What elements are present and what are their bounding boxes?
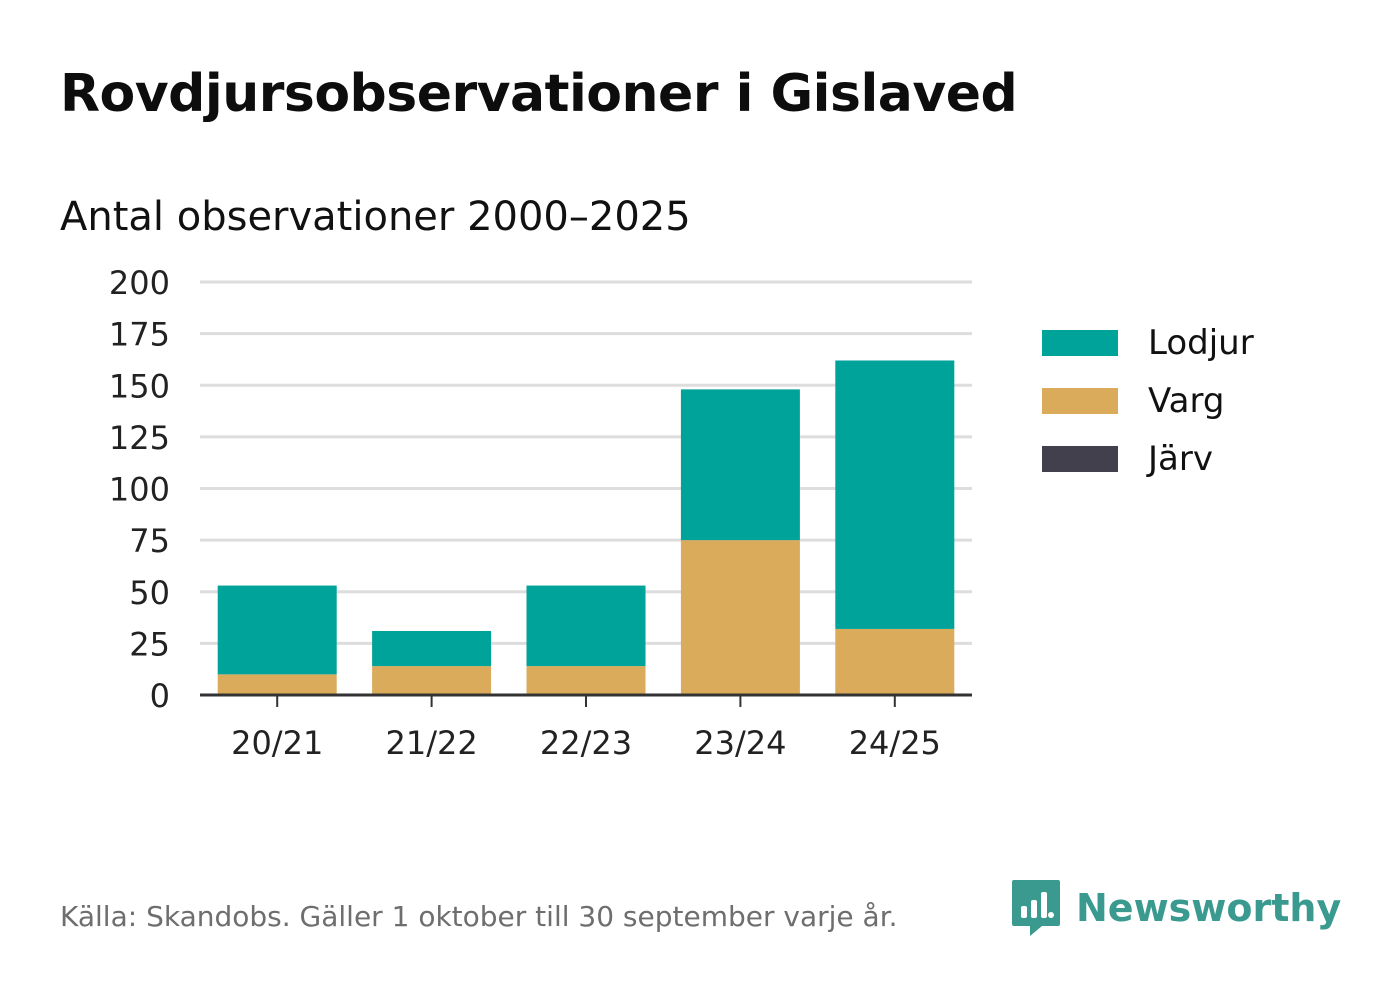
- bar-varg-22-23: [526, 666, 646, 695]
- y-tick-label: 0: [150, 677, 170, 715]
- y-tick-label: 125: [109, 419, 170, 457]
- bar-varg-20-21: [217, 674, 337, 695]
- bar-lodjur-20-21: [217, 585, 337, 675]
- legend-swatch-varg: [1042, 388, 1118, 414]
- legend-item-jarv: Järv: [1042, 430, 1254, 488]
- legend-label-varg: Varg: [1148, 381, 1225, 421]
- legend-label-jarv: Järv: [1148, 439, 1213, 479]
- legend-label-lodjur: Lodjur: [1148, 323, 1254, 363]
- bar-varg-23-24: [680, 540, 800, 695]
- y-tick-label: 175: [109, 316, 170, 354]
- y-tick-label: 75: [129, 522, 170, 560]
- y-tick-label: 50: [129, 574, 170, 612]
- x-tick-label: 21/22: [385, 724, 477, 762]
- newsworthy-logo-icon: [1012, 880, 1060, 936]
- bar-lodjur-24-25: [835, 360, 955, 629]
- brand-name: Newsworthy: [1076, 886, 1342, 930]
- chart-title: Rovdjursobservationer i Gislaved: [60, 64, 1018, 124]
- source-note: Källa: Skandobs. Gäller 1 oktober till 3…: [60, 900, 898, 933]
- y-tick-label: 200: [109, 264, 170, 302]
- brand: Newsworthy: [1010, 878, 1341, 938]
- x-tick-label: 23/24: [694, 724, 786, 762]
- x-tick-label: 20/21: [231, 724, 323, 762]
- bar-lodjur-23-24: [680, 389, 800, 541]
- x-tick-label: 24/25: [849, 724, 941, 762]
- y-tick-label: 150: [109, 367, 170, 405]
- legend: Lodjur Varg Järv: [1042, 314, 1254, 488]
- legend-swatch-jarv: [1042, 446, 1118, 472]
- bar-varg-21-22: [372, 666, 492, 695]
- legend-swatch-lodjur: [1042, 330, 1118, 356]
- legend-item-varg: Varg: [1042, 372, 1254, 430]
- legend-item-lodjur: Lodjur: [1042, 314, 1254, 372]
- x-tick-label: 22/23: [540, 724, 632, 762]
- bar-varg-24-25: [835, 628, 955, 695]
- y-tick-label: 100: [109, 471, 170, 509]
- chart-subtitle: Antal observationer 2000–2025: [60, 194, 691, 240]
- y-tick-label: 25: [129, 625, 170, 663]
- bar-lodjur-21-22: [372, 630, 492, 667]
- bar-lodjur-22-23: [526, 585, 646, 667]
